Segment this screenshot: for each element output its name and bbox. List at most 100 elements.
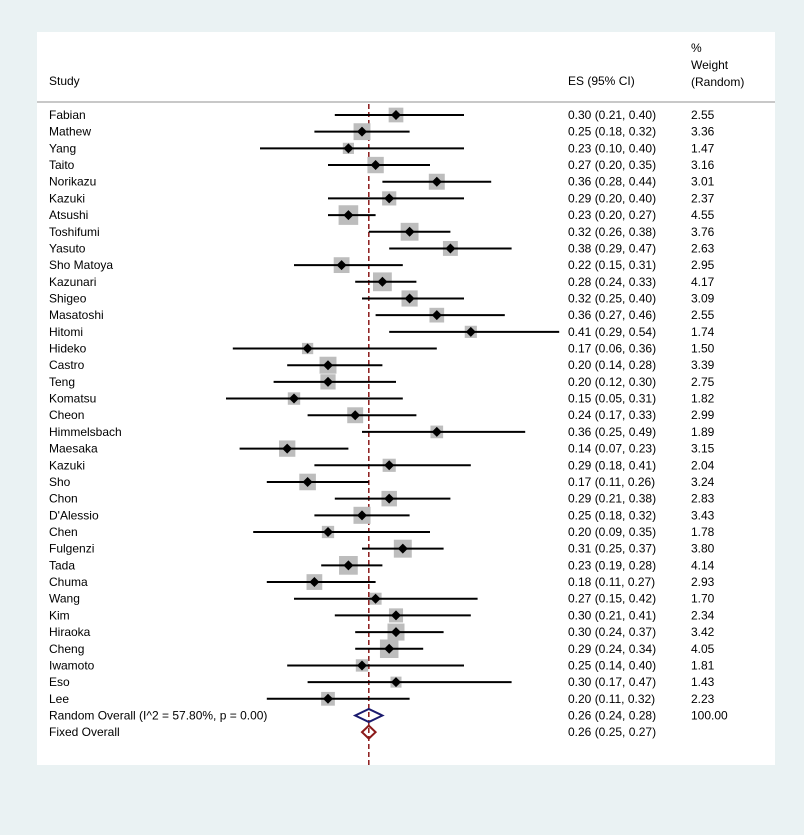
effect-size-marker <box>357 660 367 671</box>
weight-value: 3.42 <box>691 625 715 639</box>
study-row: Kazunari 0.28 (0.24, 0.33) 4.17 <box>49 272 715 292</box>
study-row: Toshifumi 0.32 (0.26, 0.38) 3.76 <box>49 222 715 241</box>
study-row: Atsushi 0.23 (0.20, 0.27) 4.55 <box>49 205 715 225</box>
effect-size-marker <box>336 260 347 271</box>
es-ci-value: 0.36 (0.27, 0.46) <box>568 308 656 322</box>
es-ci-value: 0.36 (0.25, 0.49) <box>568 425 656 439</box>
overall-row: Fixed Overall 0.26 (0.25, 0.27) <box>49 724 656 741</box>
study-name: Norikazu <box>49 175 96 189</box>
study-name: Komatsu <box>49 392 96 406</box>
study-row: Hitomi 0.41 (0.29, 0.54) 1.74 <box>49 325 715 339</box>
study-row: Chon 0.29 (0.21, 0.38) 2.83 <box>49 490 715 507</box>
effect-size-marker <box>431 310 442 321</box>
study-name: Hideko <box>49 342 87 356</box>
weight-value: 4.17 <box>691 275 715 289</box>
study-name: Fabian <box>49 108 86 122</box>
header-weight-random: (Random) <box>691 75 744 89</box>
study-row: Yasuto 0.38 (0.29, 0.47) 2.63 <box>49 240 715 256</box>
es-ci-value: 0.30 (0.24, 0.37) <box>568 625 656 639</box>
es-ci-value: 0.23 (0.10, 0.40) <box>568 141 656 155</box>
effect-size-marker <box>370 160 381 171</box>
study-name: Taito <box>49 158 75 172</box>
effect-size-marker <box>384 493 395 504</box>
weight-value: 1.43 <box>691 675 715 689</box>
effect-size-marker <box>431 176 442 187</box>
weight-value: 1.74 <box>691 325 715 339</box>
study-row: Mathew 0.25 (0.18, 0.32) 3.36 <box>49 123 715 141</box>
weight-value: 2.99 <box>691 408 715 422</box>
study-row: Fulgenzi 0.31 (0.25, 0.37) 3.80 <box>49 539 715 558</box>
study-name: Toshifumi <box>49 225 100 239</box>
study-name: Hiraoka <box>49 625 91 639</box>
study-row: Kim 0.30 (0.21, 0.41) 2.34 <box>49 608 715 623</box>
weight-value: 2.23 <box>691 692 715 706</box>
study-name: Kazuki <box>49 191 85 205</box>
es-ci-value: 0.23 (0.20, 0.27) <box>568 208 656 222</box>
plot-panel: Study ES (95% CI) % Weight (Random) Fabi… <box>37 32 775 765</box>
effect-size-marker <box>397 543 408 554</box>
weight-value: 3.16 <box>691 158 715 172</box>
study-row: Lee 0.20 (0.11, 0.32) 2.23 <box>49 692 715 706</box>
weight-value: 1.78 <box>691 525 715 539</box>
overall-diamond <box>352 707 385 724</box>
weight-value: 2.63 <box>691 241 715 255</box>
es-ci-value: 0.31 (0.25, 0.37) <box>568 542 656 556</box>
effect-size-marker <box>445 243 456 254</box>
weight-value: 2.93 <box>691 575 715 589</box>
study-row: Sho 0.17 (0.11, 0.26) 3.24 <box>49 473 715 491</box>
weight-value: 2.75 <box>691 375 715 389</box>
es-ci-value: 0.30 (0.17, 0.47) <box>568 675 656 689</box>
weight-value: 2.55 <box>691 308 715 322</box>
effect-size-marker <box>465 326 476 337</box>
weight-value: 1.70 <box>691 592 715 606</box>
overall-row: Random Overall (I^2 = 57.80%, p = 0.00) 0… <box>49 707 728 724</box>
effect-size-marker <box>384 193 395 204</box>
study-name: Yasuto <box>49 241 86 255</box>
weight-value: 2.95 <box>691 258 715 272</box>
weight-value: 4.55 <box>691 208 715 222</box>
overall-diamond <box>360 724 378 741</box>
effect-size-marker <box>323 376 333 387</box>
effect-size-marker <box>343 210 354 221</box>
effect-size-marker <box>391 610 401 621</box>
study-name: Tada <box>49 558 75 572</box>
forest-plot: Study ES (95% CI) % Weight (Random) Fabi… <box>37 41 775 765</box>
study-row: Tada 0.23 (0.19, 0.28) 4.14 <box>49 556 715 575</box>
study-name: Himmelsbach <box>49 425 122 439</box>
es-ci-value: 0.32 (0.25, 0.40) <box>568 291 656 305</box>
overall-weight: 100.00 <box>691 708 728 722</box>
weight-value: 3.36 <box>691 125 715 139</box>
study-name: Hitomi <box>49 325 83 339</box>
weight-value: 1.47 <box>691 141 715 155</box>
study-row: Eso 0.30 (0.17, 0.47) 1.43 <box>49 675 715 689</box>
es-ci-value: 0.28 (0.24, 0.33) <box>568 275 656 289</box>
study-name: Cheon <box>49 408 84 422</box>
study-name: Yang <box>49 141 76 155</box>
effect-size-marker <box>323 360 333 371</box>
study-name: Shigeo <box>49 291 87 305</box>
study-name: Kazunari <box>49 275 96 289</box>
weight-value: 3.09 <box>691 291 715 305</box>
es-ci-value: 0.18 (0.11, 0.27) <box>568 575 655 589</box>
es-ci-value: 0.29 (0.18, 0.41) <box>568 458 656 472</box>
study-row: Wang 0.27 (0.15, 0.42) 1.70 <box>49 592 715 606</box>
study-row: Himmelsbach 0.36 (0.25, 0.49) 1.89 <box>49 425 715 439</box>
study-row: Shigeo 0.32 (0.25, 0.40) 3.09 <box>49 290 715 307</box>
study-row: Chen 0.20 (0.09, 0.35) 1.78 <box>49 525 715 539</box>
study-row: Kazuki 0.29 (0.20, 0.40) 2.37 <box>49 191 715 206</box>
study-row: Masatoshi 0.36 (0.27, 0.46) 2.55 <box>49 307 715 323</box>
header-group: Study ES (95% CI) % Weight (Random) <box>37 41 775 103</box>
study-name: Chen <box>49 525 78 539</box>
study-row: Iwamoto 0.25 (0.14, 0.40) 1.81 <box>49 658 715 672</box>
study-name: Eso <box>49 675 70 689</box>
es-ci-value: 0.29 (0.21, 0.38) <box>568 492 656 506</box>
study-name: Chon <box>49 492 78 506</box>
header-study: Study <box>49 74 80 88</box>
weight-value: 3.43 <box>691 508 715 522</box>
study-row: Hiraoka 0.30 (0.24, 0.37) 3.42 <box>49 623 715 641</box>
es-ci-value: 0.36 (0.28, 0.44) <box>568 175 656 189</box>
effect-size-marker <box>289 393 299 404</box>
overall-es-ci: 0.26 (0.25, 0.27) <box>568 725 656 739</box>
weight-value: 1.50 <box>691 342 715 356</box>
es-ci-value: 0.32 (0.26, 0.38) <box>568 225 656 239</box>
